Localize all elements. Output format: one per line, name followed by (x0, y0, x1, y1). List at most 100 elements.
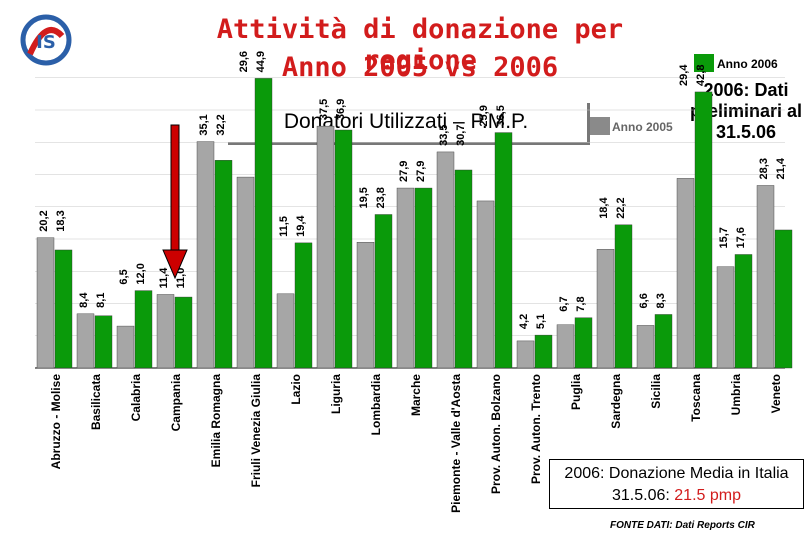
category-label-veneto: Veneto (769, 374, 783, 413)
bar-2005-lazio (276, 293, 295, 369)
category-label-lazio: Lazio (289, 374, 303, 405)
bar-2006-sardegna (614, 224, 633, 369)
bar-2006-lazio (294, 242, 313, 369)
legend-swatch-2006 (694, 54, 714, 72)
category-label-prov-auton-bolzano: Prov. Auton. Bolzano (489, 374, 503, 494)
bar-2006-friuli-venezia-giulia (254, 78, 273, 369)
bar-2006-prov-auton-bolzano (494, 132, 513, 369)
legend-label-2005: Anno 2005 (612, 120, 673, 134)
value-label-2005-veneto: 28,3 (758, 158, 770, 179)
value-label-2006-piemonte-valle-d-aosta: 30,7 (455, 125, 467, 146)
bar-2005-sardegna (596, 249, 615, 369)
value-label-2005-lazio: 11,5 (278, 216, 290, 237)
value-label-2005-lombardia: 19,5 (358, 187, 370, 208)
value-label-2006-lazio: 19,4 (295, 215, 307, 237)
bar-2005-campania (156, 294, 175, 369)
legend-swatch-2005 (590, 117, 610, 135)
value-label-2005-emilia-romagna: 35,1 (198, 114, 210, 135)
bar-2006-liguria (334, 129, 353, 369)
value-label-2005-liguria: 37,5 (318, 99, 330, 120)
category-label-liguria: Liguria (329, 374, 343, 414)
highlight-arrow-icon (162, 124, 188, 280)
data-source: FONTE DATI: Dati Reports CIR (610, 520, 755, 531)
bar-2006-prov-auton-trento (534, 334, 553, 369)
bar-2005-calabria (116, 325, 135, 369)
value-label-2006-campania: 11,0 (175, 268, 187, 289)
bar-2006-marche (414, 187, 433, 369)
average-note-value: 21.5 pmp (674, 487, 741, 504)
category-label-sicilia: Sicilia (649, 374, 663, 409)
bar-2005-veneto (756, 185, 775, 369)
category-label-basilicata: Basilicata (89, 374, 103, 430)
bar-2006-lombardia (374, 214, 393, 369)
value-label-2005-puglia: 6,7 (558, 296, 570, 311)
category-label-lombardia: Lombardia (369, 374, 383, 436)
average-note-text: 2006: Donazione Media in Italia 31.5.06: (564, 465, 789, 504)
bar-2005-friuli-venezia-giulia (236, 176, 255, 369)
bar-2005-puglia (556, 324, 575, 369)
bar-2006-campania (174, 296, 193, 369)
bar-2006-piemonte-valle-d-aosta (454, 169, 473, 369)
value-label-2006-liguria: 36,9 (335, 99, 347, 120)
value-label-2005-prov-auton-trento: 4,2 (518, 314, 530, 329)
value-label-2005-piemonte-valle-d-aosta: 33,5 (438, 125, 450, 146)
bar-2005-prov-auton-trento (516, 340, 535, 369)
bar-2005-piemonte-valle-d-aosta (436, 151, 455, 369)
bar-2005-basilicata (76, 313, 95, 369)
svg-text:IS: IS (36, 32, 56, 53)
bar-2005-marche (396, 187, 415, 369)
category-label-calabria: Calabria (129, 374, 143, 422)
value-label-2006-sicilia: 8,3 (655, 293, 667, 308)
value-label-2005-campania: 11,4 (158, 267, 170, 289)
value-label-2005-basilicata: 8,4 (78, 292, 90, 308)
bar-2006-abruzzo-molise (54, 249, 73, 369)
value-label-2006-friuli-venezia-giulia: 44,9 (255, 51, 267, 72)
bar-2005-abruzzo-molise (36, 237, 55, 369)
value-label-2005-calabria: 6,5 (118, 269, 130, 284)
bar-2005-toscana (676, 178, 695, 369)
bar-2006-puglia (574, 317, 593, 369)
value-label-2006-toscana: 42,8 (695, 65, 707, 86)
category-label-umbria: Umbria (729, 374, 743, 416)
bar-2005-prov-auton-bolzano (476, 200, 495, 369)
category-label-prov-auton-trento: Prov. Auton. Trento (529, 374, 543, 484)
bar-2005-umbria (716, 266, 735, 369)
value-label-2006-marche: 27,9 (415, 161, 427, 182)
bar-2005-emilia-romagna (196, 141, 215, 369)
bar-2006-calabria (134, 290, 153, 369)
category-label-toscana: Toscana (689, 374, 703, 422)
value-label-2006-puglia: 7,8 (575, 296, 587, 311)
category-label-emilia-romagna: Emilia Romagna (209, 374, 223, 468)
subtitle-box: Donatori Utilizzati – P.M.P. (225, 100, 587, 142)
value-label-2006-veneto: 21,4 (775, 157, 787, 179)
category-label-friuli-venezia-giulia: Friuli Venezia Giulia (249, 374, 263, 488)
bar-2006-toscana (694, 91, 713, 369)
category-label-abruzzo-molise: Abruzzo - Molise (49, 374, 63, 470)
bar-2006-veneto (774, 229, 793, 369)
chart-subtitle: Donatori Utilizzati – P.M.P. (283, 110, 529, 133)
value-label-2006-basilicata: 8,1 (95, 293, 107, 308)
legend-label-2006: Anno 2006 (717, 57, 778, 71)
value-label-2005-abruzzo-molise: 20,2 (38, 210, 50, 231)
value-label-2006-emilia-romagna: 32,2 (215, 114, 227, 135)
value-label-2006-calabria: 12,0 (135, 263, 147, 284)
category-label-sardegna: Sardegna (609, 374, 623, 429)
bar-2006-emilia-romagna (214, 160, 233, 369)
value-label-2005-sicilia: 6,6 (638, 293, 650, 308)
value-label-2006-umbria: 17,6 (735, 227, 747, 248)
value-label-2005-friuli-venezia-giulia: 29,6 (238, 51, 250, 72)
category-label-puglia: Puglia (569, 374, 583, 410)
bar-2006-umbria (734, 254, 753, 369)
preliminary-note: 2006: Dati preliminari al 31.5.06 (689, 80, 803, 142)
value-label-2006-lombardia: 23,8 (375, 187, 387, 208)
value-label-2006-prov-auton-bolzano: 36,5 (495, 105, 507, 126)
value-label-2005-toscana: 29,4 (678, 64, 690, 86)
value-label-2005-prov-auton-bolzano: 25,9 (478, 105, 490, 126)
chart-title-line1: Attività di donazione per regione (216, 14, 624, 76)
bar-2005-lombardia (356, 242, 375, 369)
bar-2006-basilicata (94, 315, 113, 369)
bar-2006-sicilia (654, 314, 673, 369)
value-label-2006-sardegna: 22,2 (615, 197, 627, 218)
value-label-2006-prov-auton-trento: 5,1 (535, 314, 547, 329)
